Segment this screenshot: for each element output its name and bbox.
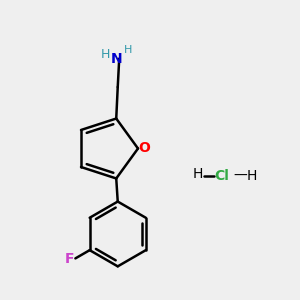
Text: N: N [110, 52, 122, 65]
Text: —: — [233, 169, 247, 182]
Text: H: H [101, 48, 110, 62]
Text: F: F [65, 252, 75, 266]
Text: H: H [193, 167, 203, 181]
Text: H: H [123, 45, 132, 55]
Text: H: H [247, 169, 257, 182]
Text: O: O [139, 141, 151, 155]
Text: Cl: Cl [214, 169, 230, 182]
